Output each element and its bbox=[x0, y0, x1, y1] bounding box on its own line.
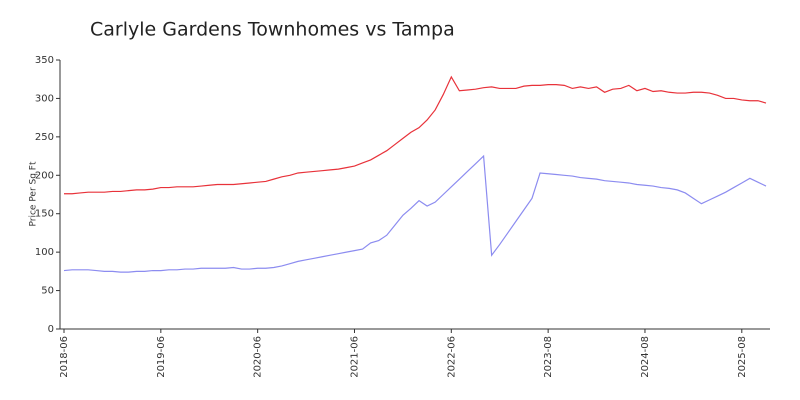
y-tick-label: 300 bbox=[35, 93, 54, 104]
y-tick-label: 100 bbox=[35, 247, 54, 258]
chart-title: Carlyle Gardens Townhomes vs Tampa bbox=[90, 19, 455, 41]
x-tick-label: 2020-06 bbox=[253, 336, 264, 378]
x-tick-label: 2024-08 bbox=[640, 336, 651, 378]
x-tick-label: 2023-08 bbox=[543, 336, 554, 378]
x-tick-label: 2019-06 bbox=[156, 336, 167, 378]
x-tick-label: 2021-06 bbox=[349, 336, 360, 378]
y-axis-label: Price Per Sq Ft bbox=[29, 161, 39, 226]
y-tick-label: 150 bbox=[35, 209, 54, 220]
line-series bbox=[63, 154, 767, 273]
x-tick-label: 2025-08 bbox=[737, 336, 748, 378]
x-tick-label: 2018-06 bbox=[59, 336, 70, 378]
y-tick-label: 350 bbox=[35, 55, 54, 66]
x-tick-label: 2022-06 bbox=[446, 336, 457, 378]
y-tick-label: 200 bbox=[35, 170, 54, 181]
y-tick-label: 0 bbox=[48, 324, 54, 335]
y-tick-label: 50 bbox=[41, 286, 54, 297]
line-series bbox=[64, 75, 767, 195]
y-tick-label: 250 bbox=[35, 132, 54, 143]
